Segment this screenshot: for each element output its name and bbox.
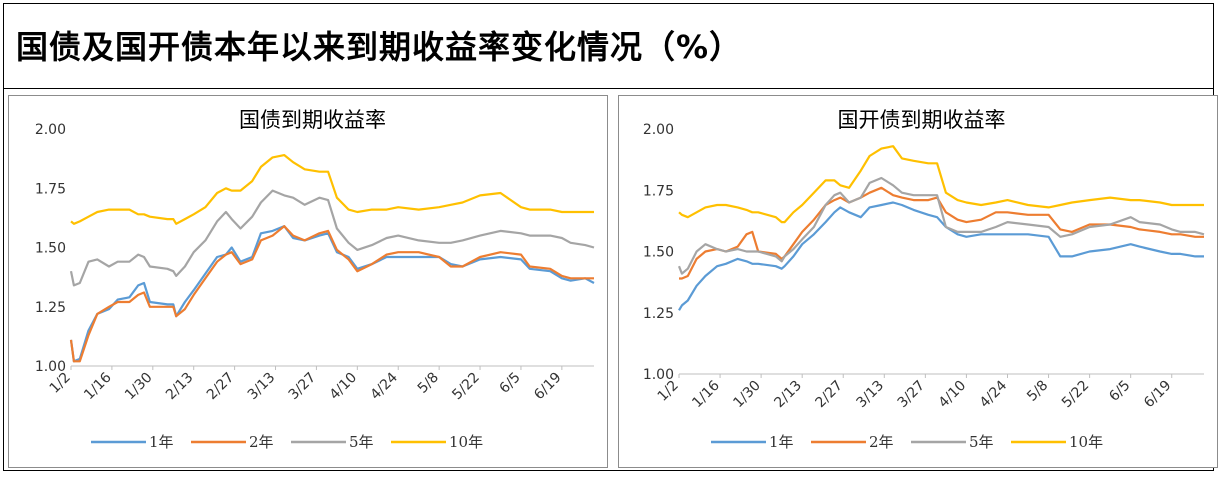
series-line-2年 <box>679 186 1204 280</box>
chart-panel-cdb: 国开债到期收益率 1.00 1.25 1.50 1.75 2.00 1/2 1/16 1/30 2… <box>618 95 1218 468</box>
y-tick-label: 1.00 <box>643 367 674 383</box>
y-tick-label: 2.00 <box>35 122 66 138</box>
page-title: 国债及国开债本年以来到期收益率变化情况（%） <box>16 28 743 66</box>
y-tick-label: 2.00 <box>643 122 674 138</box>
x-tick-label: 6/5 <box>1106 378 1133 405</box>
x-tick-label: 1/30 <box>122 370 156 404</box>
x-tick-label: 3/13 <box>245 370 279 404</box>
legend-label: 5年 <box>349 433 374 451</box>
x-tick-label: 5/22 <box>1059 378 1093 412</box>
x-tick-label: 1/16 <box>689 377 723 411</box>
x-tick-label: 2/27 <box>204 370 238 404</box>
x-tick-label: 3/27 <box>895 378 929 412</box>
y-tick-label: 1.50 <box>643 245 674 261</box>
x-tick-label: 3/27 <box>286 370 320 404</box>
legend-label: 2年 <box>869 433 894 451</box>
title-divider <box>3 88 1214 89</box>
x-tick-label: 4/24 <box>368 369 402 403</box>
series-line-1年 <box>69 225 595 363</box>
legend-label: 10年 <box>1069 433 1103 451</box>
chart-title: 国开债到期收益率 <box>838 108 1006 132</box>
y-tick-label: 1.25 <box>643 306 674 322</box>
y-tick-label: 1.75 <box>643 183 674 199</box>
legend-label: 1年 <box>769 433 794 451</box>
x-tick-label: 1/30 <box>730 378 764 412</box>
series-line-10年 <box>70 154 594 225</box>
x-tick-label: 4/24 <box>977 377 1011 411</box>
x-tick-label: 6/19 <box>531 370 565 404</box>
chart-title: 国债到期收益率 <box>239 108 386 132</box>
x-tick-label: 2/13 <box>771 378 805 412</box>
y-tick-label: 1.50 <box>35 241 66 257</box>
x-tick-label: 6/5 <box>497 370 524 397</box>
legend-label: 5年 <box>969 433 994 451</box>
x-tick-label: 5/8 <box>1024 378 1051 405</box>
x-tick-label: 6/19 <box>1141 378 1175 412</box>
series-line-1年 <box>678 201 1204 311</box>
legend-label: 10年 <box>449 433 483 451</box>
x-tick-label: 4/10 <box>327 370 361 404</box>
y-tick-label: 1.25 <box>35 300 66 316</box>
x-tick-label: 4/10 <box>936 378 970 412</box>
x-tick-label: 2/13 <box>163 370 197 404</box>
y-tick-label: 1.75 <box>35 181 66 197</box>
series-line-5年 <box>69 189 595 287</box>
x-tick-label: 5/8 <box>415 370 442 397</box>
series-line-2年 <box>69 225 594 363</box>
x-tick-label: 2/27 <box>813 378 847 412</box>
series-line-10年 <box>678 145 1204 224</box>
legend-label: 1年 <box>149 433 174 451</box>
series-line-5年 <box>677 176 1205 275</box>
x-tick-label: 5/22 <box>449 370 483 404</box>
chart-panel-treasury: 国债到期收益率 1.00 1.25 1.50 1.75 2.00 1/2 1/16 1/30 2/… <box>8 95 608 468</box>
legend-label: 2年 <box>249 433 274 451</box>
x-tick-label: 1/16 <box>81 369 115 403</box>
y-tick-label: 1.00 <box>35 359 66 375</box>
x-tick-label: 3/13 <box>854 378 888 412</box>
